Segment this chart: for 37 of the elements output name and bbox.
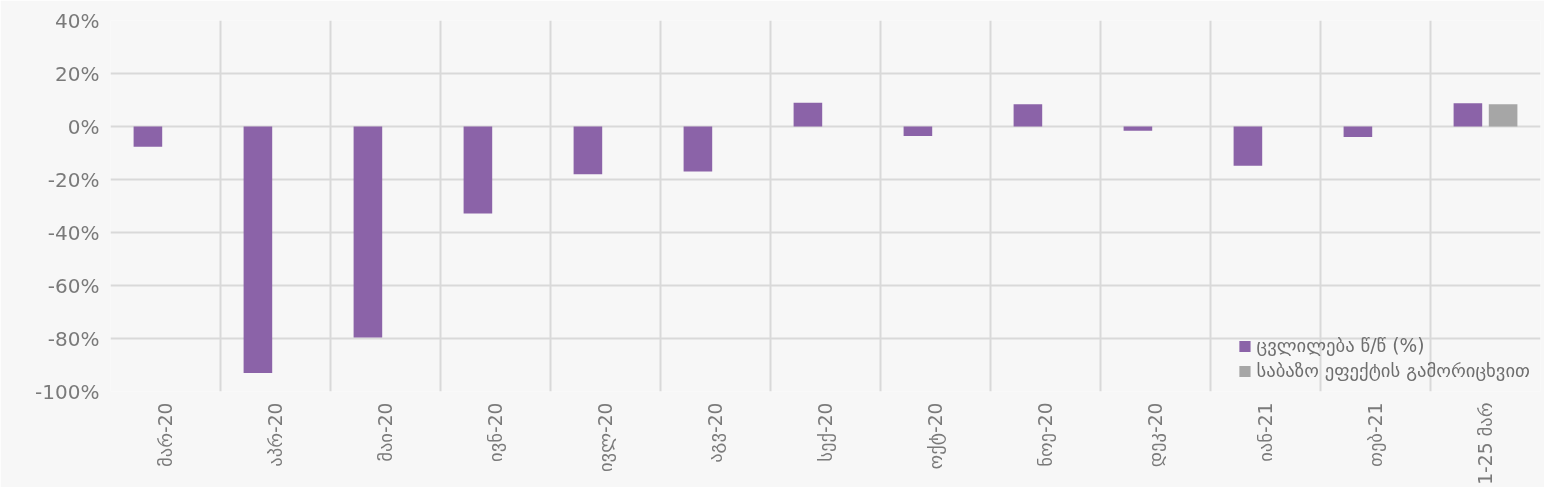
bar: [1233, 126, 1263, 166]
x-tick-label: სექ-20: [815, 402, 836, 462]
x-tick-label: იან-21: [1255, 402, 1276, 462]
x-tick-label: თებ-21: [1365, 402, 1386, 468]
x-tick-label: მარ-20: [155, 402, 176, 468]
legend-label: ცვლილება წ/წ (%): [1256, 335, 1425, 356]
y-tick-label: -100%: [35, 379, 100, 404]
x-tick-label: ივლ-20: [595, 402, 616, 473]
y-tick-label: 20%: [55, 61, 100, 86]
x-tick-label: 1-25 მარ: [1475, 402, 1496, 485]
x-tick-label: ივნ-20: [485, 402, 506, 462]
bar: [1123, 126, 1153, 131]
bar: [1013, 104, 1043, 127]
bar: [353, 126, 383, 338]
bar: [133, 126, 163, 147]
bar: [683, 126, 713, 172]
y-tick-label: -20%: [47, 167, 100, 192]
y-tick-label: 0%: [67, 114, 100, 139]
x-tick-label: ნოე-20: [1035, 402, 1056, 467]
x-tick-label: დეკ-20: [1145, 402, 1166, 468]
x-tick-label: მაი-20: [375, 402, 396, 462]
bar: [1343, 126, 1373, 138]
bar: [793, 102, 823, 127]
bar: [243, 126, 273, 373]
legend-label: საბაზო ეფექტის გამორიცხვით: [1256, 360, 1530, 381]
y-tick-label: 40%: [55, 8, 100, 33]
x-tick-label: აპრ-20: [265, 402, 286, 467]
y-tick-label: -80%: [47, 326, 100, 351]
y-tick-label: -60%: [47, 273, 100, 298]
x-tick-label: აგვ-20: [705, 402, 726, 463]
bar: [463, 126, 493, 214]
bar: [1488, 104, 1518, 127]
bar: [1453, 103, 1483, 127]
x-tick-label: ოქტ-20: [925, 402, 946, 470]
bar: [903, 126, 933, 137]
y-tick-label: -40%: [47, 220, 100, 245]
bar: [573, 126, 603, 175]
